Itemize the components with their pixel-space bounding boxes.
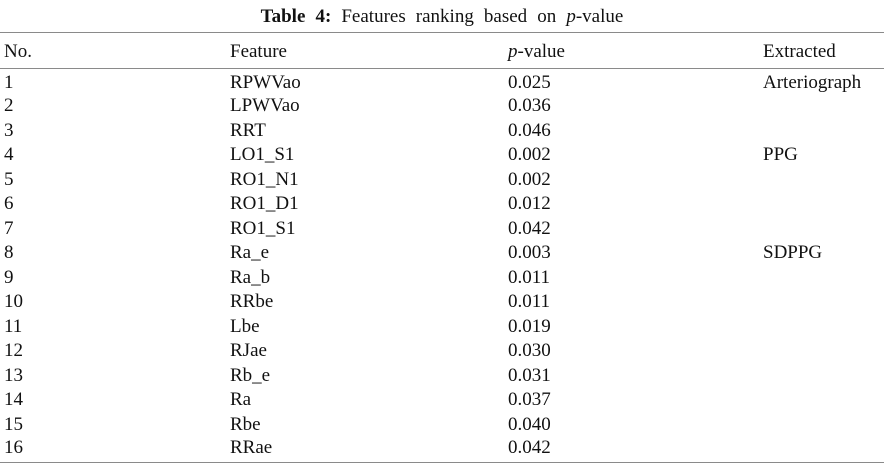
cell-feature: RRae (230, 437, 273, 458)
table-header-row: No. Feature p-value Extracted (0, 32, 884, 69)
cell-extracted (763, 290, 884, 315)
table-row: 8 Ra_e 0.003 SDPPG (0, 241, 884, 266)
cell-pvalue: 0.042 (508, 437, 551, 458)
cell-pvalue: 0.011 (508, 291, 551, 313)
table-row: 9 Ra_b 0.011 (0, 266, 884, 291)
column-header-no: No. (0, 32, 230, 69)
cell-extracted (763, 94, 884, 119)
table-row: 15 Rbe 0.040 (0, 413, 884, 438)
table-row: 13 Rb_e 0.031 (0, 364, 884, 389)
cell-no: 13 (4, 364, 23, 386)
cell-feature: Ra (230, 389, 252, 411)
cell-feature: Rb_e (230, 364, 271, 386)
cell-feature: Ra_e (230, 242, 270, 264)
cell-pvalue: 0.025 (508, 72, 551, 93)
cell-feature: RJae (230, 340, 267, 362)
table-row: 2 LPWVao 0.036 (0, 94, 884, 119)
table-header: No. Feature p-value Extracted (0, 32, 884, 69)
cell-no: 6 (4, 193, 14, 215)
cell-no: 9 (4, 266, 14, 288)
column-header-pvalue: p-value (508, 32, 763, 69)
table-row: 11 Lbe 0.019 (0, 315, 884, 340)
cell-no: 2 (4, 95, 14, 117)
cell-no: 11 (4, 315, 23, 337)
table-caption-p-suffix: -value (575, 6, 624, 27)
cell-feature: RPWVao (230, 72, 301, 93)
cell-pvalue: 0.003 (508, 242, 551, 264)
cell-extracted (763, 266, 884, 291)
cell-extracted: PPG (763, 144, 798, 166)
cell-pvalue: 0.036 (508, 95, 551, 117)
cell-pvalue: 0.019 (508, 315, 551, 337)
table-row: 5 RO1_N1 0.002 (0, 168, 884, 193)
cell-pvalue: 0.012 (508, 193, 551, 215)
column-header-feature: Feature (230, 32, 508, 69)
cell-pvalue: 0.002 (508, 168, 551, 190)
cell-feature: LPWVao (230, 95, 300, 117)
cell-feature: Ra_b (230, 266, 271, 288)
cell-pvalue: 0.040 (508, 413, 551, 435)
column-header-extracted: Extracted (763, 32, 884, 69)
cell-no: 15 (4, 413, 23, 435)
table-row: 10 RRbe 0.011 (0, 290, 884, 315)
cell-extracted (763, 119, 884, 144)
table-caption-text: Features ranking based on (341, 6, 557, 27)
cell-no: 16 (4, 437, 23, 458)
cell-no: 10 (4, 291, 23, 313)
table-row: 6 RO1_D1 0.012 (0, 192, 884, 217)
cell-pvalue: 0.030 (508, 340, 551, 362)
cell-extracted (763, 413, 884, 438)
cell-no: 8 (4, 242, 14, 264)
cell-pvalue: 0.011 (508, 266, 551, 288)
cell-extracted: Arteriograph (763, 72, 862, 93)
table-row: 4 LO1_S1 0.002 PPG (0, 143, 884, 168)
cell-no: 3 (4, 119, 14, 141)
table-caption-label: Table 4: (260, 6, 332, 27)
cell-pvalue: 0.031 (508, 364, 551, 386)
table-caption: Table 4: Features ranking based on p-val… (0, 5, 884, 32)
table-caption-p: p (566, 6, 576, 27)
cell-pvalue: 0.046 (508, 119, 551, 141)
table-row: 14 Ra 0.037 (0, 388, 884, 413)
cell-no: 12 (4, 340, 23, 362)
cell-extracted (763, 388, 884, 413)
cell-feature: LO1_S1 (230, 144, 295, 166)
cell-no: 1 (4, 72, 14, 93)
cell-extracted (763, 364, 884, 389)
cell-extracted (763, 437, 884, 463)
column-header-p-italic: p (508, 41, 518, 62)
cell-extracted: SDPPG (763, 242, 823, 264)
cell-feature: RRbe (230, 291, 274, 313)
cell-extracted (763, 192, 884, 217)
table-row: 1 RPWVao 0.025 Arteriograph (0, 69, 884, 95)
cell-no: 5 (4, 168, 14, 190)
cell-feature: Rbe (230, 413, 261, 435)
cell-no: 7 (4, 217, 14, 239)
cell-no: 4 (4, 144, 14, 166)
cell-feature: RRT (230, 119, 266, 141)
cell-extracted (763, 339, 884, 364)
features-ranking-table: No. Feature p-value Extracted 1 RPWVao 0… (0, 32, 884, 463)
cell-extracted (763, 168, 884, 193)
table-row: 16 RRae 0.042 (0, 437, 884, 463)
cell-pvalue: 0.002 (508, 144, 551, 166)
table-body: 1 RPWVao 0.025 Arteriograph 2 LPWVao 0.0… (0, 69, 884, 463)
cell-extracted (763, 315, 884, 340)
cell-feature: RO1_N1 (230, 168, 299, 190)
cell-feature: Lbe (230, 315, 260, 337)
cell-extracted (763, 217, 884, 242)
table-row: 7 RO1_S1 0.042 (0, 217, 884, 242)
cell-pvalue: 0.042 (508, 217, 551, 239)
cell-no: 14 (4, 389, 23, 411)
table-row: 3 RRT 0.046 (0, 119, 884, 144)
column-header-p-suffix: -value (517, 41, 565, 62)
cell-feature: RO1_D1 (230, 193, 299, 215)
cell-pvalue: 0.037 (508, 389, 551, 411)
cell-feature: RO1_S1 (230, 217, 296, 239)
table-row: 12 RJae 0.030 (0, 339, 884, 364)
